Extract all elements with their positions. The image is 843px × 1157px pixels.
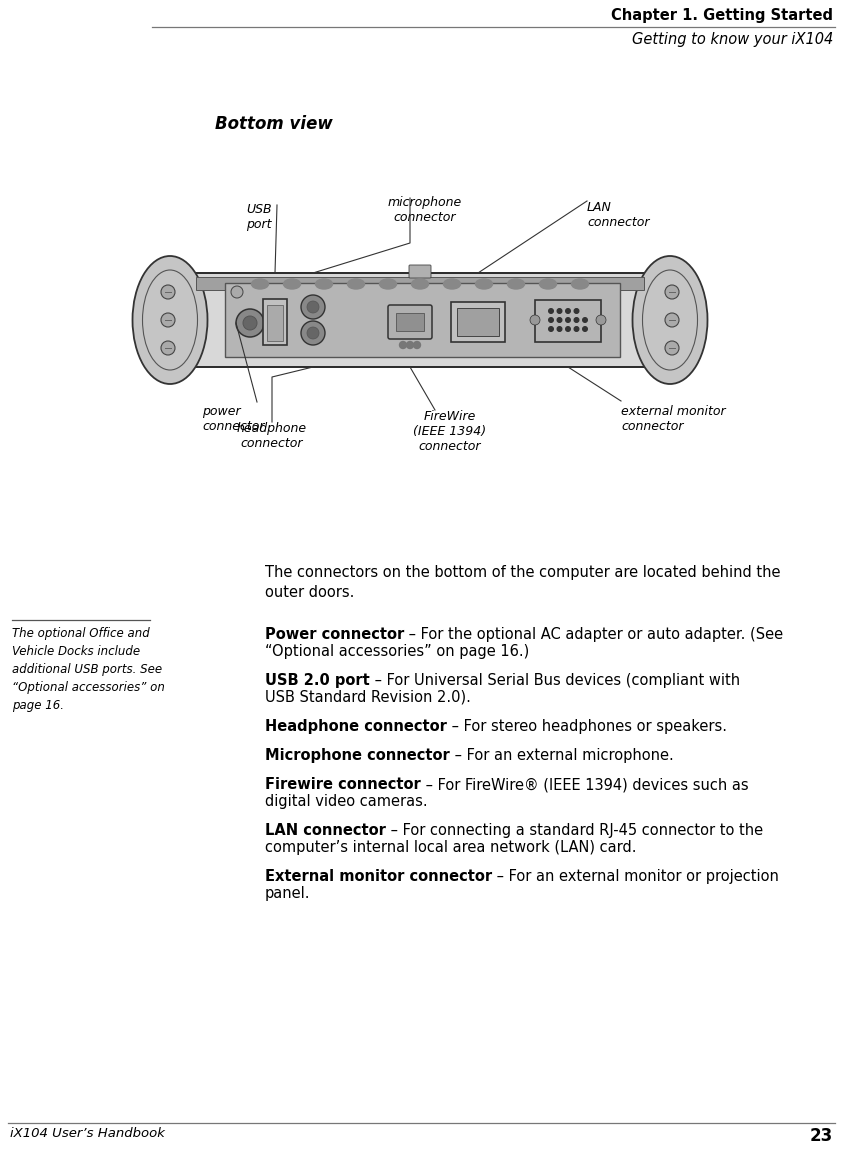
Text: “Optional accessories” on page 16.): “Optional accessories” on page 16.) — [265, 644, 529, 659]
Text: microphone
connector: microphone connector — [388, 196, 462, 224]
FancyBboxPatch shape — [409, 265, 431, 278]
Text: USB Standard Revision 2.0).: USB Standard Revision 2.0). — [265, 690, 471, 705]
Ellipse shape — [443, 279, 460, 289]
Circle shape — [596, 315, 606, 325]
Text: – For Universal Serial Bus devices (compliant with: – For Universal Serial Bus devices (comp… — [370, 673, 740, 688]
Bar — [263, 299, 287, 345]
Circle shape — [566, 318, 571, 323]
Text: Microphone connector: Microphone connector — [265, 747, 450, 762]
Circle shape — [557, 326, 561, 331]
Circle shape — [583, 318, 588, 323]
Text: LAN connector: LAN connector — [265, 823, 386, 838]
Text: – For an external monitor or projection: – For an external monitor or projection — [492, 869, 779, 884]
Text: The connectors on the bottom of the computer are located behind the
outer doors.: The connectors on the bottom of the comp… — [265, 565, 781, 600]
Text: Power connector: Power connector — [265, 627, 405, 642]
Bar — [535, 300, 601, 342]
Circle shape — [231, 286, 243, 299]
Text: – For FireWire® (IEEE 1394) devices such as: – For FireWire® (IEEE 1394) devices such… — [421, 778, 749, 793]
Text: Firewire connector: Firewire connector — [265, 778, 421, 793]
Ellipse shape — [411, 279, 428, 289]
FancyBboxPatch shape — [388, 305, 432, 339]
Circle shape — [161, 314, 175, 327]
Text: power
connector: power connector — [202, 405, 265, 433]
Ellipse shape — [283, 279, 300, 289]
Text: Bottom view: Bottom view — [215, 115, 333, 133]
Bar — [196, 277, 644, 290]
Circle shape — [574, 318, 579, 323]
Circle shape — [549, 309, 553, 314]
Circle shape — [574, 326, 579, 331]
Text: digital video cameras.: digital video cameras. — [265, 794, 427, 809]
Circle shape — [557, 309, 561, 314]
Circle shape — [161, 285, 175, 299]
Ellipse shape — [132, 256, 207, 384]
Text: Chapter 1. Getting Started: Chapter 1. Getting Started — [611, 8, 833, 23]
Circle shape — [161, 341, 175, 355]
Ellipse shape — [572, 279, 588, 289]
Circle shape — [530, 315, 540, 325]
Text: Headphone connector: Headphone connector — [265, 718, 447, 734]
Ellipse shape — [632, 256, 707, 384]
Circle shape — [665, 341, 679, 355]
Text: LAN
connector: LAN connector — [587, 201, 649, 229]
Circle shape — [406, 341, 414, 348]
Circle shape — [243, 316, 257, 330]
Circle shape — [414, 341, 421, 348]
Text: 23: 23 — [810, 1127, 833, 1145]
Circle shape — [566, 326, 571, 331]
Circle shape — [566, 309, 571, 314]
Circle shape — [549, 318, 553, 323]
Ellipse shape — [251, 279, 269, 289]
Text: iX104 User’s Handbook: iX104 User’s Handbook — [10, 1127, 165, 1140]
Text: The optional Office and
Vehicle Docks include
additional USB ports. See
“Optiona: The optional Office and Vehicle Docks in… — [12, 627, 165, 712]
Ellipse shape — [507, 279, 524, 289]
Circle shape — [665, 285, 679, 299]
Text: – For an external microphone.: – For an external microphone. — [450, 747, 674, 762]
Text: USB
port: USB port — [246, 202, 272, 231]
Bar — [451, 302, 505, 342]
Circle shape — [301, 320, 325, 345]
Circle shape — [236, 309, 264, 337]
FancyBboxPatch shape — [187, 273, 653, 367]
Circle shape — [665, 314, 679, 327]
Ellipse shape — [540, 279, 556, 289]
Text: Getting to know your iX104: Getting to know your iX104 — [631, 32, 833, 47]
Text: – For stereo headphones or speakers.: – For stereo headphones or speakers. — [447, 718, 727, 734]
Text: External monitor connector: External monitor connector — [265, 869, 492, 884]
Circle shape — [307, 301, 319, 314]
Bar — [396, 314, 424, 331]
Bar — [225, 283, 620, 358]
Circle shape — [301, 295, 325, 319]
Text: computer’s internal local area network (LAN) card.: computer’s internal local area network (… — [265, 840, 636, 855]
Bar — [457, 308, 499, 336]
Circle shape — [583, 326, 588, 331]
Text: headphone
connector: headphone connector — [237, 422, 307, 450]
Ellipse shape — [347, 279, 364, 289]
Text: external monitor
connector: external monitor connector — [621, 405, 726, 433]
Text: USB 2.0 port: USB 2.0 port — [265, 673, 370, 688]
Text: panel.: panel. — [265, 886, 310, 901]
Circle shape — [307, 327, 319, 339]
Circle shape — [557, 318, 561, 323]
Ellipse shape — [475, 279, 492, 289]
Text: FireWire
(IEEE 1394)
connector: FireWire (IEEE 1394) connector — [413, 410, 486, 454]
Ellipse shape — [315, 279, 332, 289]
Ellipse shape — [379, 279, 396, 289]
Circle shape — [549, 326, 553, 331]
Circle shape — [574, 309, 579, 314]
Circle shape — [400, 341, 406, 348]
Text: – For connecting a standard RJ-45 connector to the: – For connecting a standard RJ-45 connec… — [386, 823, 763, 838]
Bar — [267, 305, 283, 341]
Text: – For the optional AC adapter or auto adapter. (See: – For the optional AC adapter or auto ad… — [405, 627, 783, 642]
